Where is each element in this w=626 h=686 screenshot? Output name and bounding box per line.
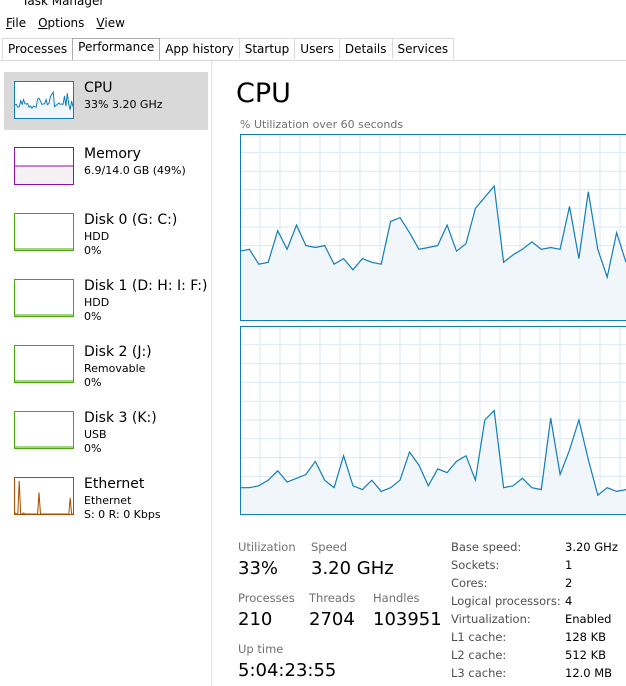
item-kind: HDD [84, 296, 110, 309]
stat-label: Processes [238, 591, 295, 605]
spec-value: 128 KB [565, 630, 607, 644]
item-name: CPU [84, 80, 113, 96]
thumbnail-graph [15, 165, 73, 184]
stat-value: 103951 [373, 609, 442, 630]
item-kind: HDD [84, 230, 110, 243]
stat-label: Handles [373, 591, 420, 605]
spec-value: 512 KB [565, 648, 607, 662]
cpu-thumb-area [15, 92, 73, 118]
stat-label: Threads [309, 591, 356, 605]
spec-value: Enabled [565, 612, 612, 626]
item-detail: 33% 3.20 GHz [84, 98, 163, 111]
panel-title: CPU [236, 78, 291, 109]
spec-value: 1 [565, 558, 573, 572]
cpu-graph-line [240, 409, 626, 497]
menu-item[interactable]: Options [38, 16, 85, 30]
cpu-graph-area [240, 186, 626, 320]
sidebar-divider [211, 61, 212, 686]
cpu-graph-line [239, 184, 626, 280]
sidebar-item[interactable]: CPU 33% 3.20 GHz [4, 72, 208, 130]
sidebar-item[interactable]: Disk 2 (J:) Removable 0% [4, 336, 208, 394]
tab[interactable]: Performance [72, 38, 161, 60]
graph-label: % Utilization over 60 seconds [240, 118, 404, 131]
thumbnail-graph [15, 480, 73, 514]
thumbnail-graph [15, 380, 73, 382]
item-name: Memory [84, 146, 141, 162]
graph-border [240, 326, 626, 515]
thumbnail [14, 411, 74, 449]
item-name: Disk 3 (K:) [84, 410, 157, 426]
spec-value: 3.20 GHz [565, 540, 618, 554]
sidebar-item[interactable]: Disk 0 (G: C:) HDD 0% [4, 204, 208, 262]
thumbnail [14, 477, 74, 515]
stat-label: Speed [311, 540, 348, 554]
sidebar-item[interactable]: Disk 3 (K:) USB 0% [4, 402, 208, 460]
sidebar-item[interactable]: Memory 6.9/14.0 GB (49%) [4, 138, 208, 196]
item-detail: S: 0 R: 0 Kbps [84, 508, 161, 521]
stat-value: 210 [238, 609, 273, 630]
menu-item[interactable]: File [6, 16, 27, 30]
item-name: Disk 1 (D: H: I: F:) [84, 278, 208, 294]
item-kind: Ethernet [84, 494, 132, 507]
item-detail: 6.9/14.0 GB (49%) [84, 164, 186, 177]
spec-value: 2 [565, 576, 573, 590]
tab-bar: Processes Performance App history Startup Us… [2, 38, 455, 60]
item-name: Disk 2 (J:) [84, 344, 152, 360]
spec-label: L3 cache: [451, 666, 507, 680]
thumbnail [14, 81, 74, 119]
item-name: Disk 0 (G: C:) [84, 212, 178, 228]
thumbnail [14, 279, 74, 317]
item-detail: 0% [84, 376, 102, 389]
item-kind: USB [84, 428, 107, 441]
item-name: Ethernet [84, 476, 145, 492]
cpu-thumb-line [15, 90, 73, 110]
tab-divider [0, 60, 626, 61]
item-detail: 0% [84, 442, 102, 455]
thumbnail-graph [15, 446, 73, 448]
thumbnail-graph [15, 248, 73, 250]
tab[interactable]: Users [294, 38, 340, 59]
window-title: Task Manager [22, 0, 105, 8]
item-kind: Removable [84, 362, 146, 375]
spec-label: L1 cache: [451, 630, 507, 644]
tab[interactable]: Startup [238, 38, 296, 59]
tab[interactable]: Processes [2, 38, 74, 59]
stat-value: 3.20 GHz [311, 558, 394, 579]
stat-label: Utilization [238, 540, 296, 554]
spec-label: Sockets: [451, 558, 500, 572]
thumbnail [14, 213, 74, 251]
item-detail: 0% [84, 244, 102, 257]
graph-border [240, 134, 626, 321]
spec-label: Base speed: [451, 540, 522, 554]
menu-item[interactable]: View [96, 16, 125, 30]
stat-value: 5:04:23:55 [238, 660, 337, 681]
spec-value: 4 [565, 594, 573, 608]
item-detail: 0% [84, 310, 102, 323]
cpu-graph-area [240, 410, 626, 514]
stat-value: 2704 [309, 609, 355, 630]
sidebar-item[interactable]: Ethernet Ethernet S: 0 R: 0 Kbps [4, 468, 208, 526]
sidebar-item[interactable]: Disk 1 (D: H: I: F:) HDD 0% [4, 270, 208, 328]
stat-value: 33% [238, 558, 279, 579]
spec-label: L2 cache: [451, 648, 507, 662]
tab[interactable]: Services [391, 38, 455, 59]
thumbnail-graph [15, 314, 73, 316]
spec-label: Logical processors: [451, 594, 561, 608]
thumbnail [14, 345, 74, 383]
spec-label: Cores: [451, 576, 488, 590]
thumbnail [14, 147, 74, 185]
eth-thumb-line [15, 480, 73, 514]
thumbnail-graph [15, 90, 73, 118]
menu-bar: File Options View [6, 16, 137, 30]
spec-label: Virtualization: [451, 612, 531, 626]
memory-fill [15, 166, 73, 184]
spec-value: 12.0 MB [565, 666, 613, 680]
stat-label: Up time [238, 642, 284, 656]
